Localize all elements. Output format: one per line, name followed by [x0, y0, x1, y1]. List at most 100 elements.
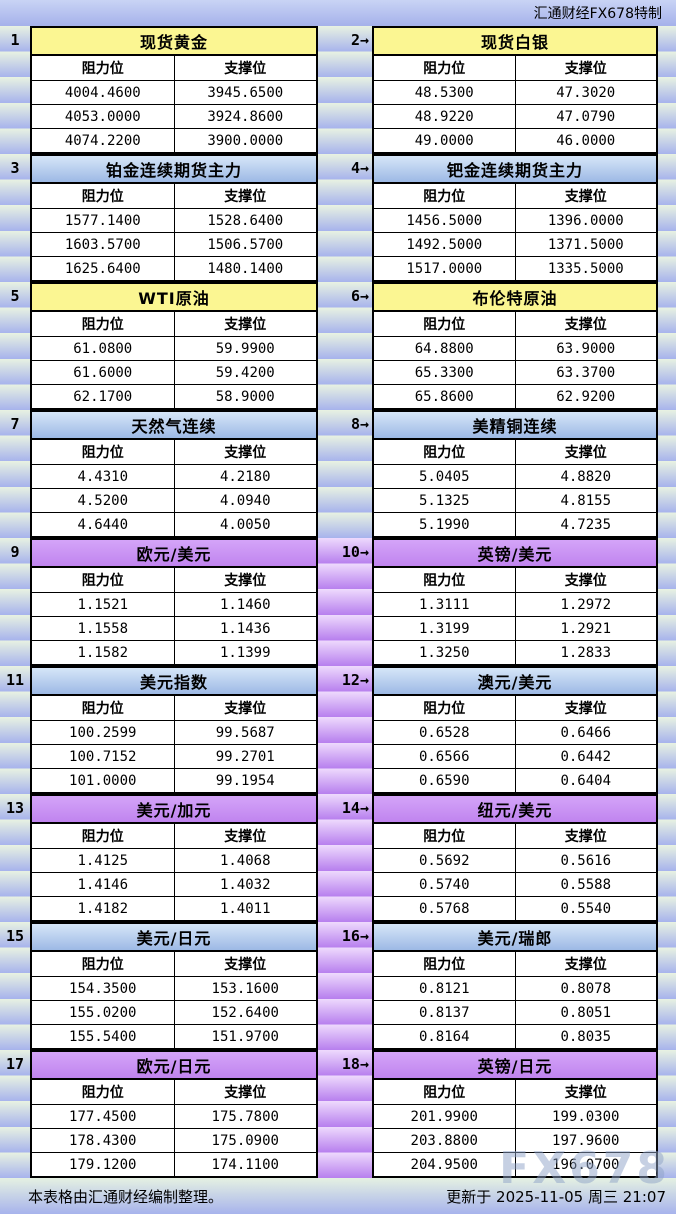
section-number: 3 [10, 159, 20, 177]
support-header: 支撑位 [224, 61, 267, 77]
section-number: 18→ [342, 1050, 369, 1078]
center-gutter: 6→ [318, 282, 372, 410]
support-header: 支撑位 [564, 189, 607, 205]
resistance-value: 0.6528 [374, 721, 516, 744]
column-header-row: 阻力位 支撑位 [374, 1080, 656, 1105]
right-margin [658, 538, 676, 666]
value-row: 201.9900 199.0300 [374, 1105, 656, 1128]
section-number-text: 10 [341, 543, 360, 561]
value-row: 203.8800 197.9600 [374, 1128, 656, 1152]
value-row: 1577.1400 1528.6400 [32, 209, 316, 232]
panel-title: 美精铜连续 [374, 412, 656, 440]
resistance-value: 64.8800 [374, 337, 516, 360]
support-header: 支撑位 [224, 317, 267, 333]
value-row: 0.5692 0.5616 [374, 849, 656, 872]
support-header: 支撑位 [564, 1085, 607, 1101]
instrument-panel: 现货白银 阻力位 支撑位 48.5300 47.3020 48.9220 47.0790 49… [372, 26, 658, 154]
value-row: 1456.5000 1396.0000 [374, 209, 656, 232]
support-value: 4.8155 [560, 492, 612, 509]
resistance-header: 阻力位 [32, 1080, 175, 1104]
column-header-row: 阻力位 支撑位 [374, 824, 656, 849]
left-margin: 9 [0, 538, 30, 666]
resistance-value: 49.0000 [374, 129, 516, 152]
panel-title: 美元/瑞郎 [374, 924, 656, 952]
support-value: 0.5616 [560, 852, 612, 869]
value-row: 1.4146 1.4032 [32, 872, 316, 896]
instrument-panel: 英镑/日元 阻力位 支撑位 201.9900 199.0300 203.8800 197.9… [372, 1050, 658, 1178]
arrow-right-icon: → [359, 1055, 369, 1073]
resistance-value: 101.0000 [32, 769, 175, 792]
column-header-row: 阻力位 支撑位 [32, 696, 316, 721]
column-header-row: 阻力位 支撑位 [32, 184, 316, 209]
value-row: 1.1521 1.1460 [32, 593, 316, 616]
sections-grid: 1 现货黄金 阻力位 支撑位 4004.4600 3945.6500 4053.0000 39… [0, 26, 676, 1178]
section-number-text: 2 [350, 31, 360, 49]
value-row: 179.1200 174.1100 [32, 1152, 316, 1176]
support-value: 1.1460 [219, 596, 271, 613]
instrument-panel: WTI原油 阻力位 支撑位 61.0800 59.9900 61.6000 59.4200 6… [30, 282, 318, 410]
resistance-value: 1.3199 [374, 617, 516, 640]
column-header-row: 阻力位 支撑位 [374, 696, 656, 721]
resistance-header: 阻力位 [374, 824, 516, 848]
value-row: 4074.2200 3900.0000 [32, 128, 316, 152]
support-value: 47.3020 [556, 84, 616, 101]
resistance-value: 0.6566 [374, 745, 516, 768]
left-margin: 1 [0, 26, 30, 154]
value-row: 65.8600 62.9200 [374, 384, 656, 408]
resistance-value: 179.1200 [32, 1153, 175, 1176]
resistance-value: 61.0800 [32, 337, 175, 360]
resistance-value: 48.5300 [374, 81, 516, 104]
support-value: 1528.6400 [207, 212, 284, 229]
support-value: 59.4200 [215, 364, 275, 381]
center-gutter: 10→ [318, 538, 372, 666]
section-row: 9 欧元/美元 阻力位 支撑位 1.1521 1.1460 1.1558 1.1436 1.15… [0, 538, 676, 666]
value-row: 48.5300 47.3020 [374, 81, 656, 104]
resistance-value: 5.1990 [374, 513, 516, 536]
instrument-panel: 美精铜连续 阻力位 支撑位 5.0405 4.8820 5.1325 4.8155 5.199… [372, 410, 658, 538]
resistance-value: 1625.6400 [32, 257, 175, 280]
support-value: 59.9900 [215, 340, 275, 357]
center-gutter: 16→ [318, 922, 372, 1050]
value-row: 1.3199 1.2921 [374, 616, 656, 640]
resistance-value: 155.5400 [32, 1025, 175, 1048]
support-value: 1.4068 [219, 852, 271, 869]
support-value: 0.8078 [560, 980, 612, 997]
resistance-value: 155.0200 [32, 1001, 175, 1024]
instrument-panel: 澳元/美元 阻力位 支撑位 0.6528 0.6466 0.6566 0.6442 0.659… [372, 666, 658, 794]
panel-title: 天然气连续 [32, 412, 316, 440]
support-value: 1371.5000 [547, 236, 624, 253]
column-header-row: 阻力位 支撑位 [374, 56, 656, 81]
center-gutter: 2→ [318, 26, 372, 154]
support-header: 支撑位 [224, 445, 267, 461]
resistance-value: 5.0405 [374, 465, 516, 488]
section-number: 5 [10, 287, 20, 305]
footer-bar: 本表格由汇通财经编制整理。 更新于 2025-11-05 周三 21:07 [0, 1178, 676, 1214]
instrument-panel: 英镑/美元 阻力位 支撑位 1.3111 1.2972 1.3199 1.2921 1.325… [372, 538, 658, 666]
resistance-header: 阻力位 [32, 312, 175, 336]
resistance-value: 1456.5000 [374, 209, 516, 232]
section-number-text: 18 [341, 1055, 360, 1073]
support-header: 支撑位 [224, 957, 267, 973]
column-header-row: 阻力位 支撑位 [374, 952, 656, 977]
value-row: 1492.5000 1371.5000 [374, 232, 656, 256]
resistance-value: 1.3111 [374, 593, 516, 616]
support-value: 174.1100 [211, 1156, 279, 1173]
panel-title: 美元指数 [32, 668, 316, 696]
support-header: 支撑位 [564, 829, 607, 845]
value-row: 155.0200 152.6400 [32, 1000, 316, 1024]
column-header-row: 阻力位 支撑位 [374, 568, 656, 593]
resistance-value: 0.5768 [374, 897, 516, 920]
support-value: 3900.0000 [207, 132, 284, 149]
resistance-value: 1.4125 [32, 849, 175, 872]
support-value: 99.5687 [215, 724, 275, 741]
value-row: 1603.5700 1506.5700 [32, 232, 316, 256]
panel-title: 钯金连续期货主力 [374, 156, 656, 184]
column-header-row: 阻力位 支撑位 [32, 1080, 316, 1105]
support-value: 1.1399 [219, 644, 271, 661]
panel-title: 美元/日元 [32, 924, 316, 952]
arrow-right-icon: → [359, 415, 369, 433]
resistance-value: 1.1558 [32, 617, 175, 640]
panel-title: 铂金连续期货主力 [32, 156, 316, 184]
arrow-right-icon: → [359, 671, 369, 689]
section-number: 9 [10, 543, 20, 561]
